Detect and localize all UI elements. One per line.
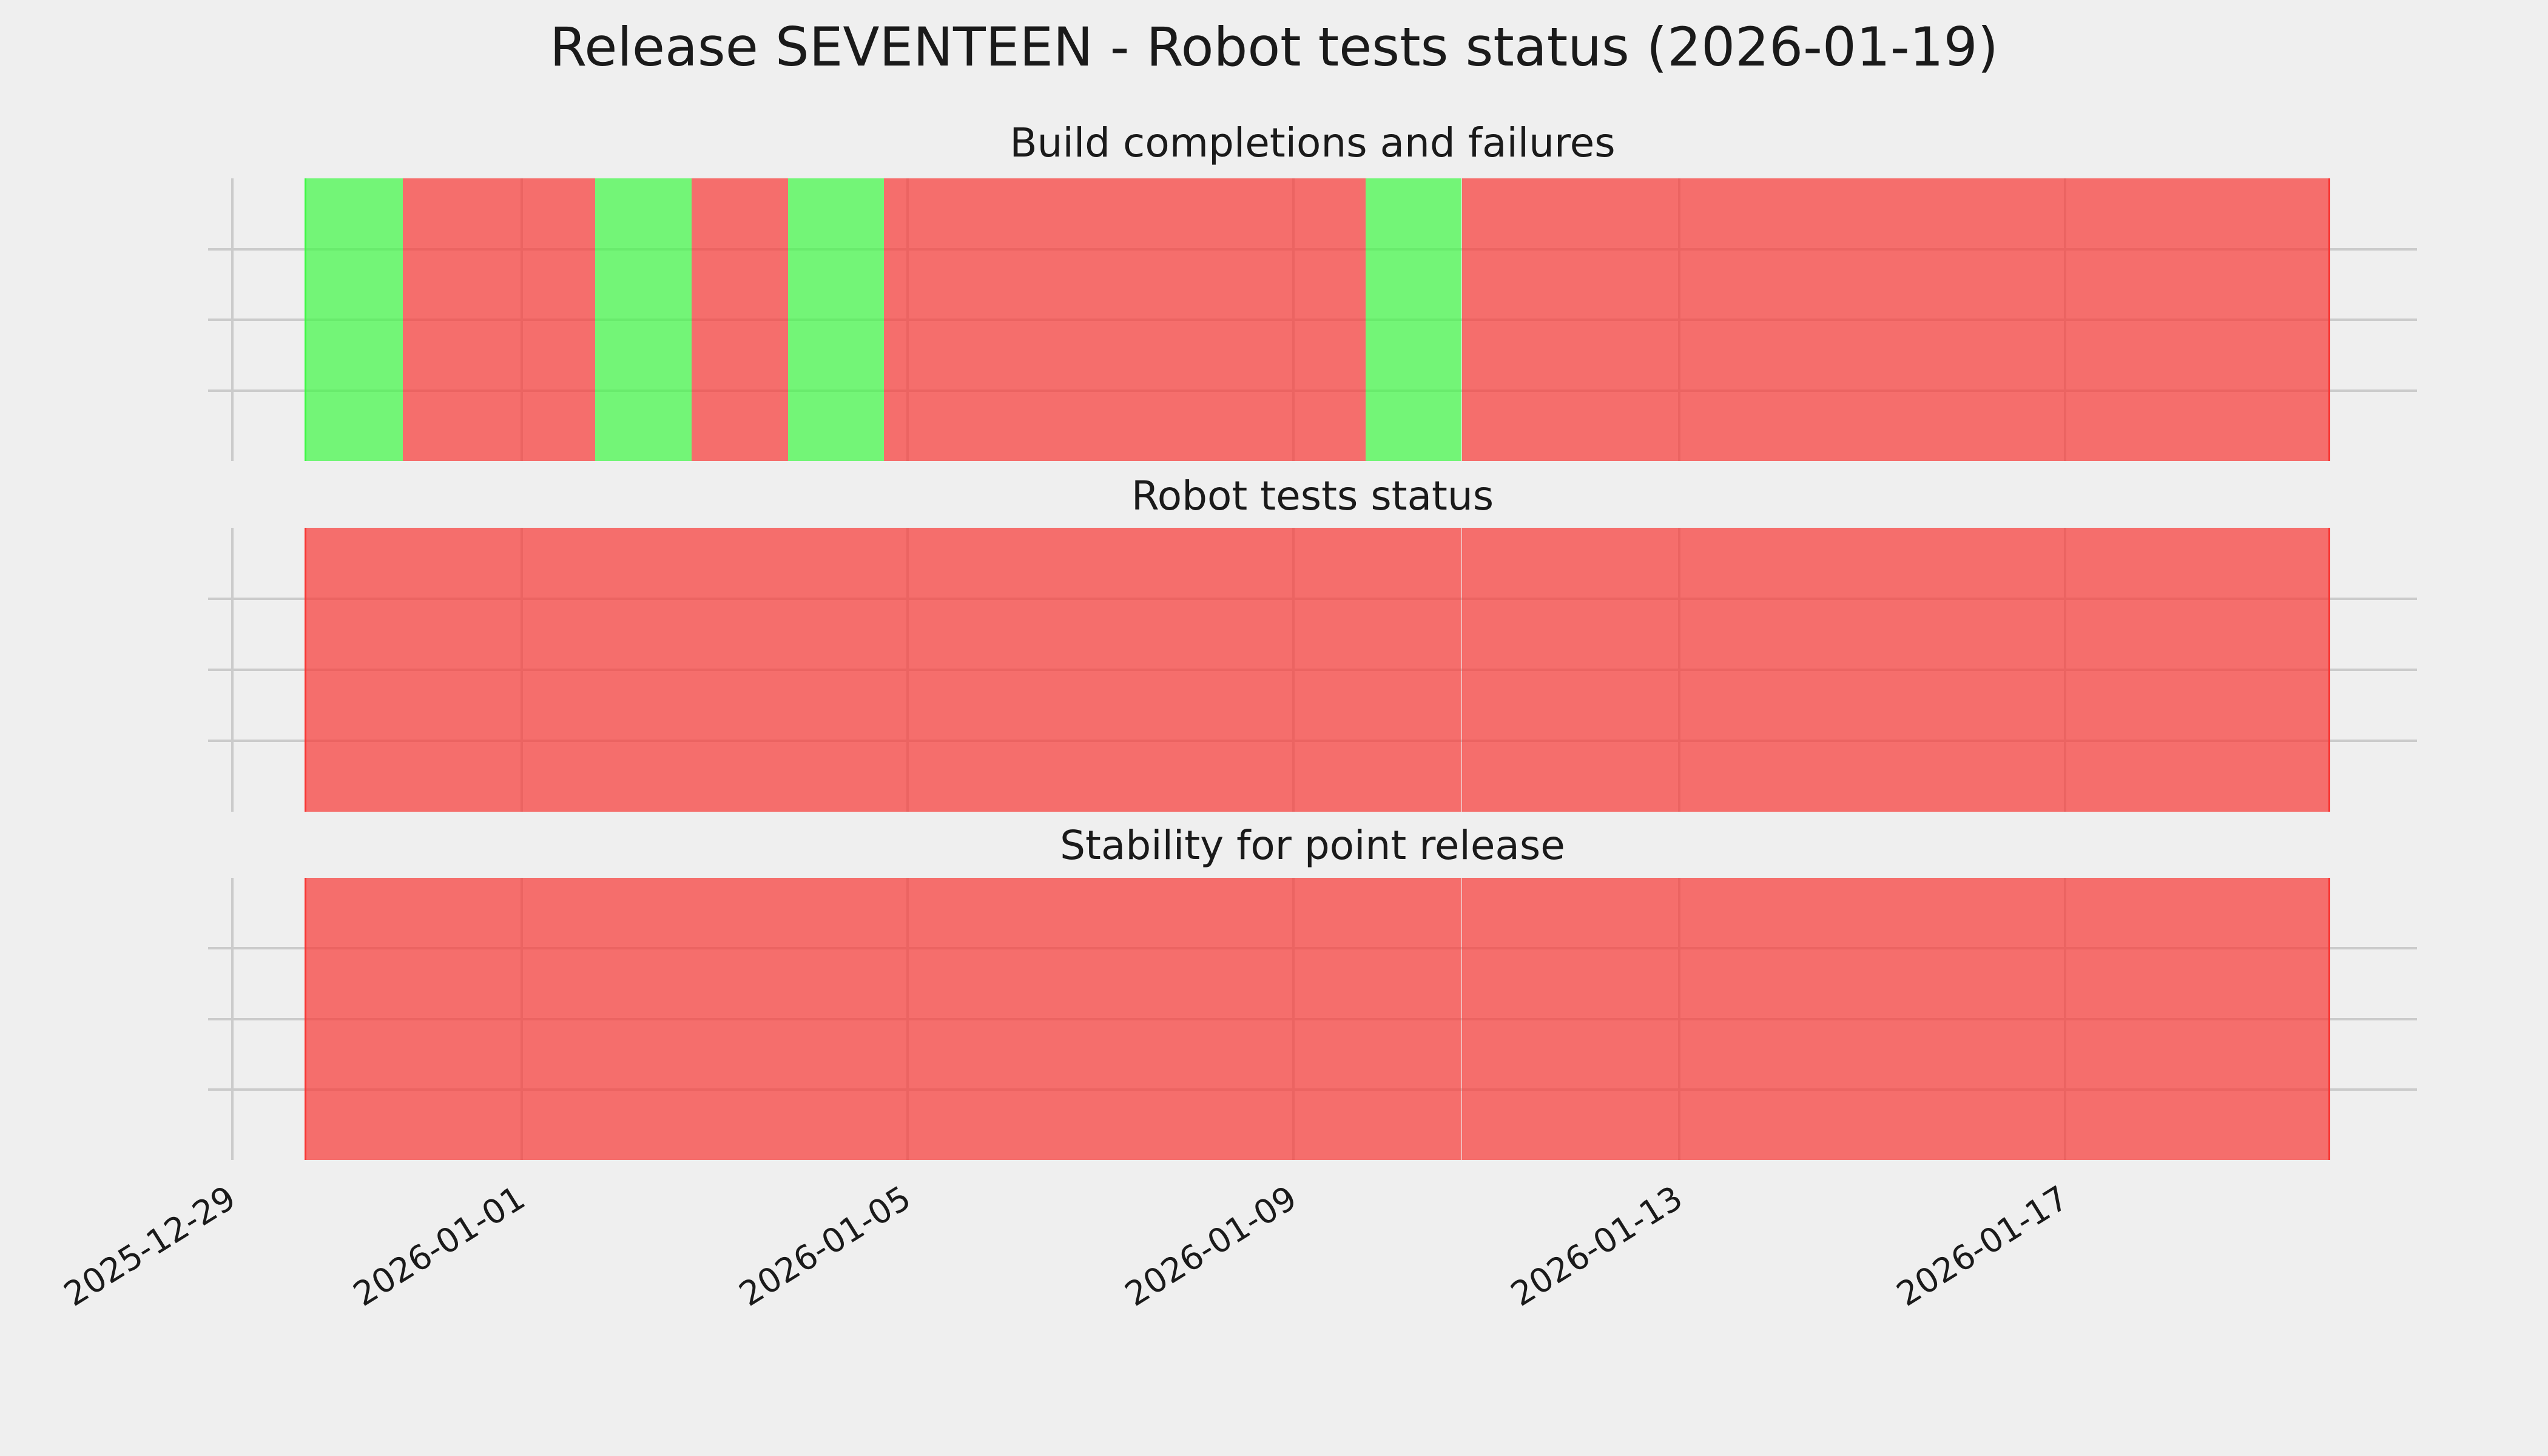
plot-area-robot-tests <box>208 528 2417 812</box>
day-status-band-fail <box>1943 178 2040 461</box>
day-status-band-fail <box>787 528 885 812</box>
day-status-band-fail <box>402 528 499 812</box>
day-status-band-fail <box>1173 528 1270 812</box>
day-status-band-fail <box>1558 878 1654 1160</box>
day-status-band-fail <box>1365 878 1462 1160</box>
day-status-band-fail <box>1076 178 1173 461</box>
day-status-band-fail <box>499 878 596 1160</box>
day-status-band-pass <box>1365 178 1462 461</box>
day-status-band-fail <box>1750 178 1847 461</box>
x-tick-label: 2026-01-01 <box>346 1178 532 1314</box>
x-tick-label: 2026-01-05 <box>732 1178 918 1314</box>
day-status-band-fail <box>306 878 403 1160</box>
day-status-band-fail <box>499 528 596 812</box>
subplot-title-stability: Stability for point release <box>1060 822 1565 869</box>
subplot-title-robot-tests: Robot tests status <box>1131 473 1494 519</box>
day-status-band-fail <box>2135 178 2233 461</box>
x-tick-label: 2025-12-29 <box>57 1178 243 1314</box>
day-status-band-fail <box>884 878 980 1160</box>
day-status-band-fail <box>1076 528 1173 812</box>
day-status-band-fail <box>1173 878 1270 1160</box>
day-status-band-fail <box>884 528 980 812</box>
day-status-band-fail <box>2135 878 2233 1160</box>
day-status-band-fail <box>2232 528 2328 812</box>
day-status-band-fail <box>1847 878 1944 1160</box>
day-status-band-fail <box>1269 528 1366 812</box>
x-gridline <box>231 178 234 461</box>
day-status-band-fail <box>1269 878 1366 1160</box>
day-status-band-fail <box>1173 178 1270 461</box>
day-status-band-fail <box>980 178 1077 461</box>
plot-area-build-completions <box>208 178 2417 461</box>
day-status-band-fail <box>1943 878 2040 1160</box>
day-status-band-fail <box>2039 178 2136 461</box>
day-status-band-pass <box>306 178 403 461</box>
day-status-band-fail <box>884 178 980 461</box>
day-status-band-fail <box>1847 178 1944 461</box>
status-band-strip <box>304 878 2330 1160</box>
x-tick-label: 2026-01-17 <box>1890 1178 2075 1314</box>
day-status-band-fail <box>595 878 692 1160</box>
day-status-band-fail <box>2232 878 2328 1160</box>
figure-title: Release SEVENTEEN - Robot tests status (… <box>550 16 1998 78</box>
x-gridline <box>231 878 234 1160</box>
day-status-band-fail <box>402 878 499 1160</box>
day-status-band-fail <box>402 178 499 461</box>
day-status-band-fail <box>1558 528 1654 812</box>
day-status-band-fail <box>1750 528 1847 812</box>
day-status-band-fail <box>499 178 596 461</box>
subplot-title-build-completions: Build completions and failures <box>1009 120 1616 166</box>
day-status-band-fail <box>1076 878 1173 1160</box>
day-status-band-fail <box>2135 528 2233 812</box>
day-status-band-fail <box>691 878 788 1160</box>
status-band-strip <box>304 528 2330 812</box>
day-status-band-fail <box>1269 178 1366 461</box>
day-status-band-fail <box>980 878 1077 1160</box>
day-status-band-fail <box>306 528 403 812</box>
day-status-band-fail <box>1365 528 1462 812</box>
day-status-band-fail <box>1847 528 1944 812</box>
x-tick-label: 2026-01-09 <box>1118 1178 1304 1314</box>
day-status-band-fail <box>595 528 692 812</box>
day-status-band-fail <box>1750 878 1847 1160</box>
day-status-band-fail <box>2232 178 2328 461</box>
day-status-band-fail <box>1558 178 1654 461</box>
day-status-band-pass <box>595 178 692 461</box>
day-status-band-fail <box>1461 178 1559 461</box>
day-status-band-fail <box>980 528 1077 812</box>
plot-area-stability <box>208 878 2417 1160</box>
x-tick-label: 2026-01-13 <box>1504 1178 1690 1314</box>
day-status-band-fail <box>691 178 788 461</box>
day-status-band-fail <box>2039 878 2136 1160</box>
day-status-band-fail <box>691 528 788 812</box>
day-status-band-fail <box>1943 528 2040 812</box>
day-status-band-fail <box>2039 528 2136 812</box>
x-gridline <box>231 528 234 812</box>
day-status-band-fail <box>1654 528 1751 812</box>
day-status-band-fail <box>1654 178 1751 461</box>
day-status-band-fail <box>1461 528 1559 812</box>
day-status-band-fail <box>1461 878 1559 1160</box>
day-status-band-fail <box>787 878 885 1160</box>
status-band-strip <box>304 178 2330 461</box>
day-status-band-fail <box>1654 878 1751 1160</box>
day-status-band-pass <box>787 178 885 461</box>
